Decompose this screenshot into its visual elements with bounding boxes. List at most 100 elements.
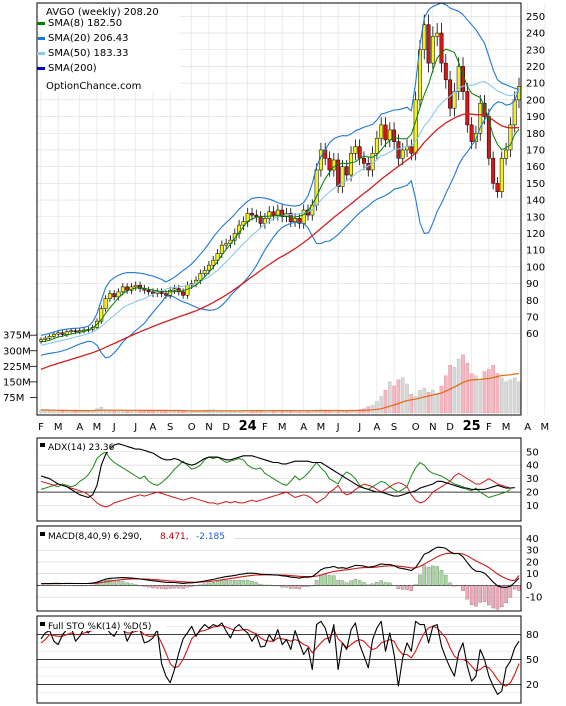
price-tick-label: 200 [526, 95, 545, 106]
macd-histogram-bar [426, 566, 431, 586]
volume-bar [431, 389, 435, 414]
candle-down [469, 124, 474, 142]
macd-histogram-bar [500, 585, 504, 608]
x-axis-label: A [373, 422, 380, 433]
volume-bar [383, 389, 388, 414]
macd-histogram-bar [95, 583, 99, 586]
x-axis-label: D [446, 422, 454, 433]
macd-histogram-bar [512, 585, 517, 590]
candle-up [379, 124, 384, 139]
candle-up [504, 149, 509, 159]
candle-down [448, 79, 453, 109]
adx-axis: 10 20 30 40 50 [526, 447, 539, 512]
macd-histogram-bar [168, 585, 172, 589]
macd-histogram-bar [43, 585, 48, 586]
candle-down [258, 216, 263, 224]
price-tick-label: 230 [526, 45, 545, 56]
macd-histogram-bar [237, 579, 241, 586]
volume-bar [146, 410, 151, 414]
macd-histogram-bar [121, 581, 125, 586]
candle-down [392, 129, 397, 142]
macd-histogram-bar [353, 578, 358, 586]
candle-down [482, 102, 487, 117]
volume-bar [418, 389, 422, 414]
price-tick-label: 70 [526, 312, 539, 323]
x-axis-label: F [38, 422, 44, 433]
candle-up [120, 286, 125, 293]
volume-bar [379, 396, 383, 414]
macd-histogram-bar [362, 582, 366, 586]
volume-tick-label: 225M [3, 362, 31, 373]
candle-up [331, 159, 336, 171]
volume-bar [499, 377, 504, 414]
macd-histogram-bar [78, 585, 82, 587]
candle-up [275, 209, 280, 216]
adx-panel-frame [36, 437, 522, 522]
macd-histogram-bar [431, 565, 435, 586]
volume-bar [465, 363, 470, 414]
volume-bar [495, 373, 500, 414]
price-panel: 60 70 80 90 100 110 120 130 140 150 160 170 180 190 20… [3, 2, 549, 434]
candle-down [163, 293, 168, 296]
macd-histogram-bar [444, 574, 448, 586]
volume-bar [142, 410, 147, 414]
price-tick-label: 160 [526, 162, 545, 173]
macd-histogram-bar [388, 582, 392, 586]
candle-up [56, 332, 61, 335]
price-tick-label: 100 [526, 262, 545, 273]
legend-label: SMA(200) [48, 63, 97, 74]
volume-bar [314, 409, 319, 414]
candle-up [349, 153, 354, 176]
volume-bar [121, 410, 125, 414]
volume-bar [159, 410, 164, 414]
candle-up [116, 291, 121, 298]
price-tick-label: 180 [526, 129, 545, 140]
x-axis-label: J [133, 422, 137, 433]
x-axis-label: M [502, 422, 511, 433]
candle-up [452, 91, 457, 109]
volume-bar [370, 404, 375, 414]
price-tick-label: 220 [526, 62, 545, 73]
macd-histogram-bar [52, 584, 56, 586]
price-tick-label: 60 [526, 329, 539, 340]
adx-title: ADX(14) 23.36 [48, 443, 115, 453]
candle-up [39, 339, 43, 342]
candle-down [344, 166, 349, 176]
stochastic-marker [40, 622, 45, 626]
macd-histogram-bar [258, 583, 263, 586]
price-tick-label: 240 [526, 29, 545, 40]
stochastic-panel-frame [36, 615, 522, 704]
price-tick-label: 170 [526, 145, 545, 156]
macd-histogram-bar [461, 585, 465, 592]
stochastic-tick-label: 80 [526, 630, 539, 641]
candle-up [43, 337, 48, 340]
x-axis-label: S [167, 422, 173, 433]
sma8-line [40, 48, 520, 343]
bollinger-lower-line [40, 89, 520, 359]
x-axis-label: D [222, 422, 230, 433]
volume-tick-label: 75M [3, 393, 24, 404]
macd-histogram-bar [99, 581, 104, 586]
sma20-line [40, 81, 520, 346]
candle-up [435, 32, 440, 37]
candle-down [465, 91, 470, 126]
candle-up [77, 330, 82, 332]
price-candles [39, 14, 521, 344]
price-tick-label: 80 [526, 296, 539, 307]
macd-histogram-bar [375, 582, 379, 586]
candle-up [103, 298, 108, 309]
volume-bar [439, 385, 444, 414]
adx-panel: 10 20 30 40 50 ADX(14) 23.36 [36, 437, 539, 522]
macd-histogram-bar [177, 585, 181, 589]
macd-histogram-bar [125, 582, 129, 586]
x-axis-label: A [76, 422, 83, 433]
macd-histogram [39, 565, 521, 610]
candle-up [413, 99, 418, 154]
candle-down [280, 209, 285, 218]
macd-tick-label: -10 [526, 593, 542, 604]
macd-histogram-bar [82, 585, 86, 587]
candle-up [219, 244, 224, 254]
x-axis-label: A [150, 422, 157, 433]
macd-histogram-bar [220, 580, 224, 586]
